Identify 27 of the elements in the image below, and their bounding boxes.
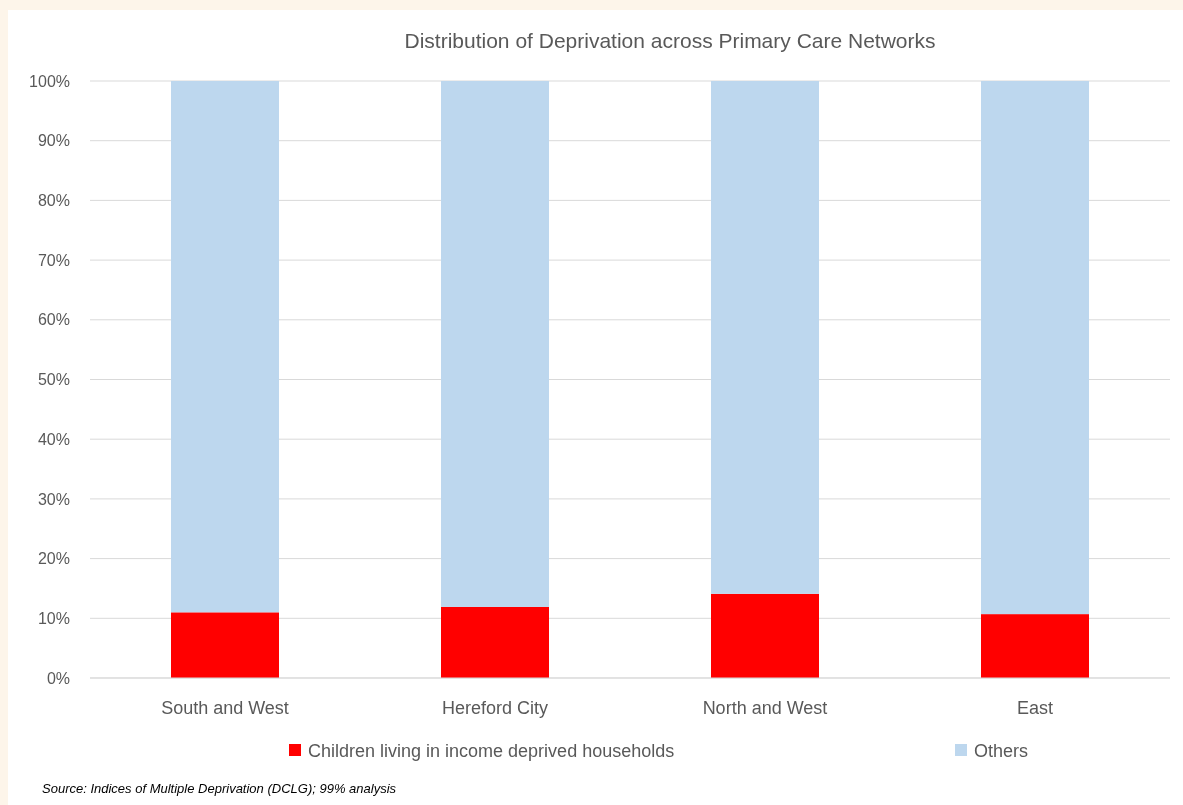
y-tick-label: 0% — [46, 669, 70, 687]
y-tick-label: 100% — [29, 72, 70, 90]
y-tick-label: 50% — [37, 371, 70, 389]
x-tick-label: Hereford City — [441, 698, 549, 718]
bar — [171, 612, 279, 678]
y-tick-label: 20% — [37, 550, 70, 568]
bar — [441, 81, 549, 607]
y-tick-label: 90% — [37, 132, 70, 150]
x-tick-label: East — [1016, 698, 1054, 718]
y-tick-label: 30% — [37, 490, 70, 508]
bar — [171, 81, 279, 613]
bar — [981, 614, 1089, 678]
x-tick-label: South and West — [161, 698, 289, 718]
source-note: Source: Indices of Multiple Deprivation (DCLG); 99% analysis — [42, 781, 397, 796]
y-tick-label: 60% — [37, 311, 70, 329]
bar — [441, 606, 549, 678]
y-tick-label: 10% — [37, 609, 70, 627]
x-tick-label: North and West — [702, 698, 828, 718]
y-tick-label: 70% — [37, 251, 70, 269]
y-tick-label: 40% — [37, 430, 70, 448]
chart-title: Distribution of Deprivation across Primary Care Networks — [404, 29, 936, 52]
legend-label: Children living in income deprived households — [308, 741, 675, 762]
bar — [711, 593, 819, 678]
legend-label: Others — [974, 741, 1029, 762]
y-tick-label: 80% — [37, 192, 70, 209]
bar — [711, 81, 819, 594]
bar — [981, 81, 1089, 615]
